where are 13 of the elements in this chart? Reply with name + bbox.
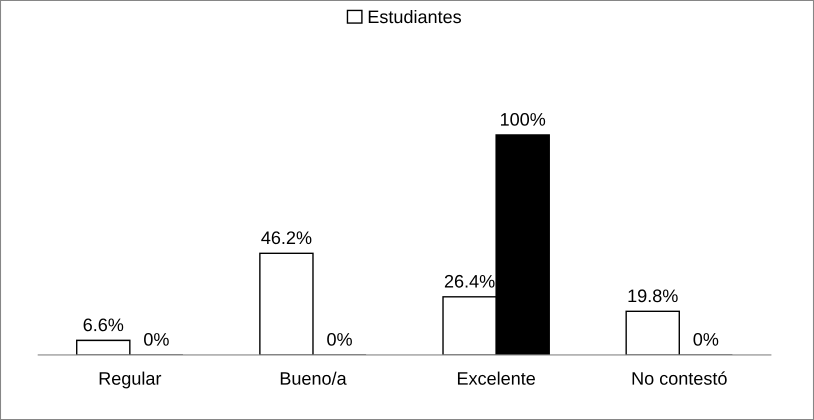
data-label: 0% (327, 332, 352, 346)
data-label: 0% (144, 332, 169, 346)
data-label: 6.6% (84, 318, 124, 332)
x-tick-label: Excelente (458, 372, 535, 385)
x-tick-label: Regular (100, 372, 162, 388)
legend-label: Estudiantes (368, 10, 462, 24)
data-label: 100% (500, 112, 546, 126)
data-label: 46.2% (261, 231, 312, 244)
x-tick-label: No contestó (632, 371, 727, 385)
data-label: 0% (693, 332, 718, 346)
x-tick-label: Bueno/a (280, 372, 347, 385)
data-label: 26.4% (444, 274, 495, 288)
data-label: 19.8% (628, 289, 678, 302)
